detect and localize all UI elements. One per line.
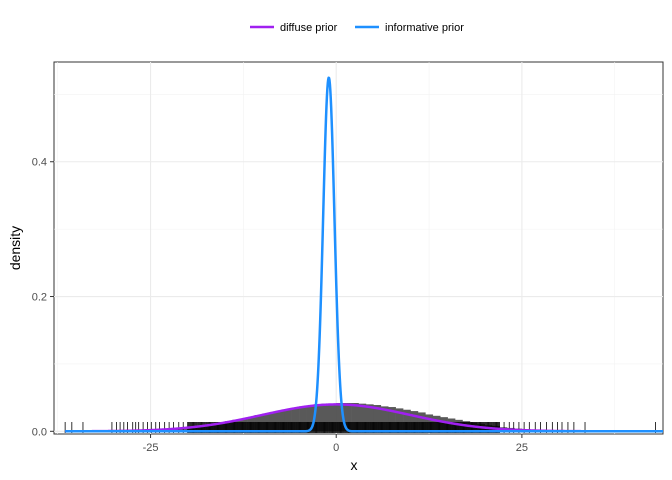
histogram-bar [380,406,389,432]
y-axis-title: density [7,226,23,270]
density-curves [64,76,664,433]
histogram-bar [269,412,278,432]
legend-label: diffuse prior [280,22,338,34]
histogram-bar [313,404,322,432]
x-tick-label: -25 [143,442,159,454]
histogram-bar [343,403,352,432]
histogram-bar [299,406,307,432]
histogram-bar [276,411,285,432]
legend-label: informative prior [385,22,464,34]
y-tick-label: 0.4 [32,157,47,169]
x-tick-label: 25 [516,442,528,454]
series-line-informative-prior [64,76,664,433]
histogram-bar [328,403,337,432]
legend-item: informative prior [355,22,464,34]
histogram-bar [284,409,292,432]
histogram-bar [306,405,315,432]
histogram-bar [410,411,419,432]
axes: -25 0 25 0.0 0.2 0.4 [32,157,528,454]
histogram-bar [321,403,330,432]
x-tick-label: 0 [333,442,339,454]
y-tick-label: 0.2 [32,292,47,304]
histogram-bar [358,403,367,432]
legend: diffuse prior informative prior [250,22,464,34]
histogram-bar [395,408,404,432]
plot-panel [53,61,664,435]
legend-item: diffuse prior [250,22,338,34]
x-axis-title: x [351,457,358,473]
histogram-bar [291,407,300,432]
y-tick-label: 0.0 [32,426,47,438]
histogram-bar [388,407,396,432]
histogram-bar [403,409,411,432]
histogram-bar [373,405,382,432]
histogram-bar [336,403,344,432]
histogram-bar [365,404,374,432]
histogram-bar [417,412,426,432]
histogram-bar [351,403,359,432]
histogram-bar [180,427,188,432]
